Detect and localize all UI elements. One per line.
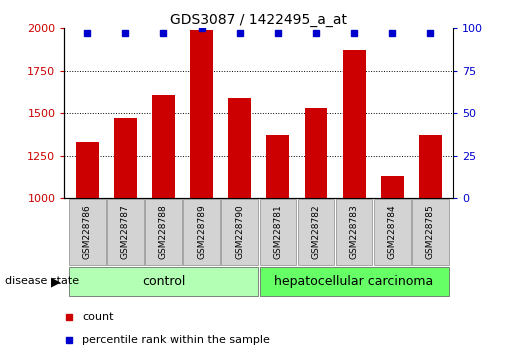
Text: count: count: [82, 312, 114, 322]
FancyBboxPatch shape: [145, 199, 182, 265]
Text: hepatocellular carcinoma: hepatocellular carcinoma: [274, 275, 434, 288]
FancyBboxPatch shape: [260, 267, 449, 296]
FancyBboxPatch shape: [374, 199, 410, 265]
Bar: [152, 95, 175, 198]
FancyBboxPatch shape: [69, 267, 258, 296]
Text: GSM228789: GSM228789: [197, 205, 206, 259]
Bar: [342, 50, 366, 198]
Bar: [266, 135, 289, 198]
Text: ▶: ▶: [51, 275, 61, 288]
Text: GSM228783: GSM228783: [350, 205, 358, 259]
FancyBboxPatch shape: [221, 199, 258, 265]
Bar: [419, 135, 442, 198]
Text: GSM228781: GSM228781: [273, 205, 282, 259]
Text: GSM228787: GSM228787: [121, 205, 130, 259]
Text: control: control: [142, 275, 185, 288]
FancyBboxPatch shape: [336, 199, 372, 265]
FancyBboxPatch shape: [69, 199, 106, 265]
Title: GDS3087 / 1422495_a_at: GDS3087 / 1422495_a_at: [170, 13, 347, 27]
Bar: [304, 108, 328, 198]
Text: percentile rank within the sample: percentile rank within the sample: [82, 335, 270, 346]
Bar: [381, 176, 404, 198]
FancyBboxPatch shape: [260, 199, 296, 265]
FancyBboxPatch shape: [107, 199, 144, 265]
Bar: [76, 142, 99, 198]
Bar: [190, 30, 213, 198]
Bar: [114, 118, 137, 198]
Text: GSM228786: GSM228786: [83, 205, 92, 259]
Text: GSM228785: GSM228785: [426, 205, 435, 259]
FancyBboxPatch shape: [412, 199, 449, 265]
Text: disease state: disease state: [5, 276, 79, 286]
Text: GSM228788: GSM228788: [159, 205, 168, 259]
Text: GSM228784: GSM228784: [388, 205, 397, 259]
Bar: [228, 98, 251, 198]
Text: GSM228790: GSM228790: [235, 205, 244, 259]
FancyBboxPatch shape: [298, 199, 334, 265]
FancyBboxPatch shape: [183, 199, 220, 265]
Text: GSM228782: GSM228782: [312, 205, 320, 259]
